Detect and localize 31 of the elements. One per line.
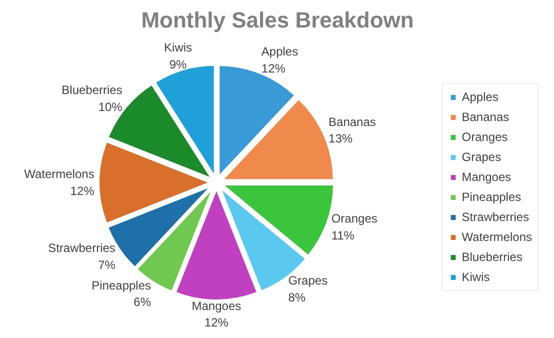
slice-label: Strawberries [48,241,116,256]
data-label: 8% [288,290,306,304]
data-label: 6% [134,295,152,310]
legend-label: Oranges [462,130,508,144]
data-label: 12% [204,316,229,330]
data-label: 11% [331,228,355,243]
data-label: 7% [98,258,116,272]
slice-label: Bananas [328,114,376,129]
slice-label: Pineapples [92,278,152,292]
legend-label: Watermelons [462,230,532,244]
slice-label: Oranges [331,212,378,226]
legend-label: Blueberries [462,250,522,264]
slice-label: Watermelons [24,167,94,182]
data-label: 12% [261,62,286,76]
legend-label: Apples [462,90,498,104]
legend-label: Kiwis [462,270,490,284]
slice-label: Kiwis [164,40,192,55]
data-label: 12% [70,184,95,198]
data-label: 9% [169,58,188,72]
slice-label: Apples [261,44,298,59]
legend-label: Pineapples [462,190,522,204]
legend-label: Grapes [462,150,502,164]
legend-label: Mangoes [462,170,512,184]
slice-label: Grapes [288,274,328,288]
slice-label: Mangoes [192,298,242,313]
legend-label: Bananas [462,110,510,124]
legend-label: Strawberries [462,210,530,224]
chart-title: Monthly Sales Breakdown [141,8,414,32]
data-label: 13% [328,132,353,146]
slice-label: Blueberries [62,83,122,98]
data-label: 10% [98,100,123,114]
